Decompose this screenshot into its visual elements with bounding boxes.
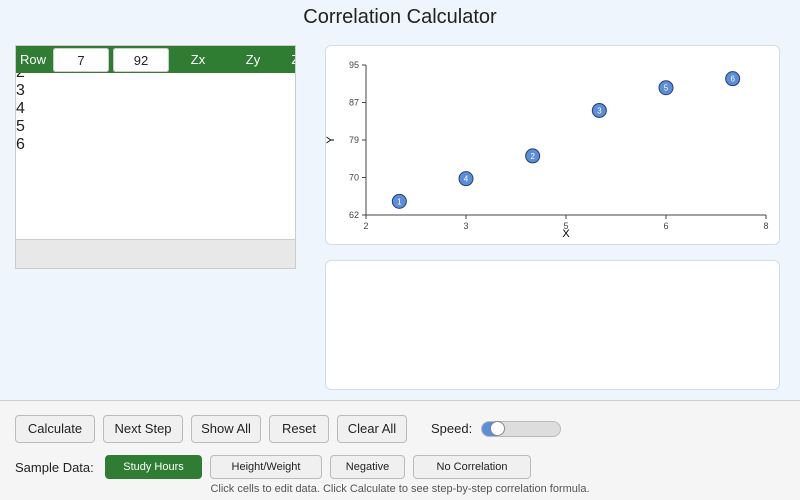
column-header: Zx bbox=[190, 52, 206, 67]
y-tick-label: 70 bbox=[349, 173, 359, 183]
row-number: 5 bbox=[16, 118, 25, 135]
point-label: 4 bbox=[464, 175, 469, 184]
point bbox=[525, 148, 541, 164]
data-table: RowXYZxZyZx·Zy 126524753585437056906792 bbox=[15, 45, 296, 269]
button[interactable]: Clear All bbox=[337, 415, 407, 443]
table-row: 3585 bbox=[16, 48, 295, 100]
sample-button[interactable]: Negative bbox=[330, 455, 405, 479]
row-number: 3 bbox=[16, 82, 25, 99]
x-tick-label: 3 bbox=[463, 221, 468, 231]
y-tick-label: 79 bbox=[349, 135, 359, 145]
y-input[interactable]: 92 bbox=[113, 48, 169, 72]
point-label: 1 bbox=[397, 197, 402, 206]
table-row: 6 7 92 bbox=[16, 48, 295, 154]
chart-panel: 2 3 5 6 8 62 70 79 87 95 X Y 1 2 3 4 5 6 bbox=[325, 45, 780, 245]
point-label: 3 bbox=[597, 106, 602, 115]
button[interactable]: Show All bbox=[191, 415, 261, 443]
speed-label: Speed: bbox=[431, 421, 473, 436]
column-header: Zy bbox=[245, 52, 261, 67]
sample-button[interactable]: Study Hours bbox=[105, 455, 202, 479]
point bbox=[391, 193, 407, 209]
point-label: 5 bbox=[664, 84, 669, 93]
steps-panel bbox=[325, 260, 780, 390]
table-row: 4370 bbox=[16, 48, 295, 118]
table-row: 5690 bbox=[16, 48, 295, 136]
title: Correlation Calculator bbox=[303, 6, 497, 28]
point bbox=[658, 80, 674, 96]
y-tick-label: 62 bbox=[349, 210, 359, 220]
x-input[interactable]: 7 bbox=[53, 48, 109, 72]
button[interactable]: Next Step bbox=[103, 415, 183, 443]
y-tick-label: 87 bbox=[349, 98, 359, 108]
point bbox=[458, 171, 474, 187]
point bbox=[725, 71, 741, 87]
sample-button[interactable]: No Correlation bbox=[413, 455, 531, 479]
hint: Click cells to edit data. Click Calculat… bbox=[210, 483, 590, 495]
button[interactable]: Reset bbox=[269, 415, 329, 443]
y-tick-label: 95 bbox=[349, 60, 359, 70]
slider-knob[interactable] bbox=[490, 421, 505, 436]
point-label: 6 bbox=[730, 75, 735, 84]
chart: 2 3 5 6 8 62 70 79 87 95 X Y 1 2 3 4 5 6 bbox=[326, 60, 769, 240]
sample-button[interactable]: Height/Weight bbox=[210, 455, 322, 479]
sample-label: Sample Data: bbox=[15, 460, 94, 475]
x-tick-label: 2 bbox=[363, 221, 368, 231]
x-axis-label: X bbox=[562, 228, 570, 240]
row-number: 6 bbox=[16, 136, 25, 153]
speed-slider[interactable] bbox=[481, 421, 561, 437]
point bbox=[591, 102, 607, 118]
x-tick-label: 5 bbox=[563, 221, 568, 231]
column-header: Zx·Zy bbox=[291, 46, 295, 73]
y-axis-label: Y bbox=[326, 136, 337, 144]
x-tick-label: 6 bbox=[663, 221, 668, 231]
row-number: 4 bbox=[16, 100, 25, 117]
x-tick-label: 8 bbox=[763, 221, 768, 231]
point-label: 2 bbox=[530, 152, 535, 161]
table-footer bbox=[16, 239, 295, 268]
button[interactable]: Calculate bbox=[15, 415, 95, 443]
column-header: Row bbox=[19, 52, 47, 67]
